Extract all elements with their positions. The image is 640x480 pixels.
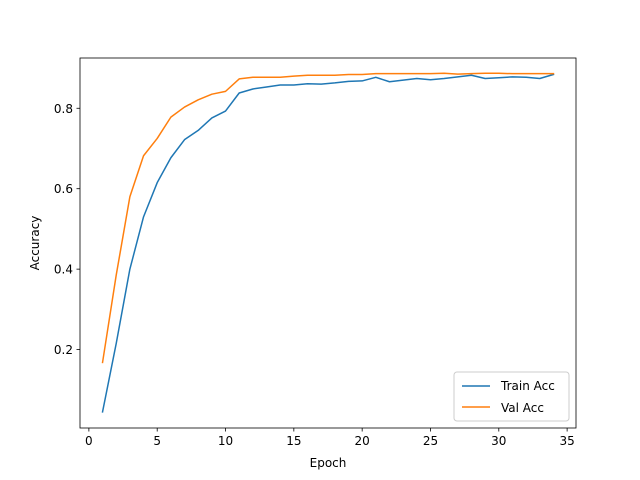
x-tick-label: 30	[491, 434, 506, 448]
plot-series-group	[101, 72, 555, 413]
x-tick-label: 10	[218, 434, 233, 448]
x-tick-label: 20	[355, 434, 370, 448]
series-line-val-acc	[101, 72, 555, 364]
series-line-train-acc	[101, 73, 555, 413]
y-tick-label: 0.4	[54, 263, 73, 277]
y-axis-label: Accuracy	[28, 216, 42, 271]
legend-box	[453, 371, 570, 422]
axes-frame	[79, 57, 577, 429]
x-tick-label: 15	[286, 434, 301, 448]
y-tick-label: 0.8	[54, 102, 73, 116]
legend-label-train-acc: Train Acc	[500, 379, 555, 393]
x-tick-label: 5	[153, 434, 161, 448]
x-tick-label: 0	[85, 434, 93, 448]
x-axis-label: Epoch	[310, 456, 347, 470]
y-axis-ticks: 0.2 0.4 0.6 0.8	[54, 102, 80, 357]
legend: Train Acc Val Acc	[453, 371, 570, 422]
x-axis-ticks: 0 5 10 15 20 25 30 35	[85, 428, 575, 448]
y-tick-label: 0.6	[54, 182, 73, 196]
x-tick-label: 25	[423, 434, 438, 448]
x-tick-label: 35	[559, 434, 574, 448]
y-tick-label: 0.2	[54, 343, 73, 357]
legend-label-val-acc: Val Acc	[501, 401, 544, 415]
